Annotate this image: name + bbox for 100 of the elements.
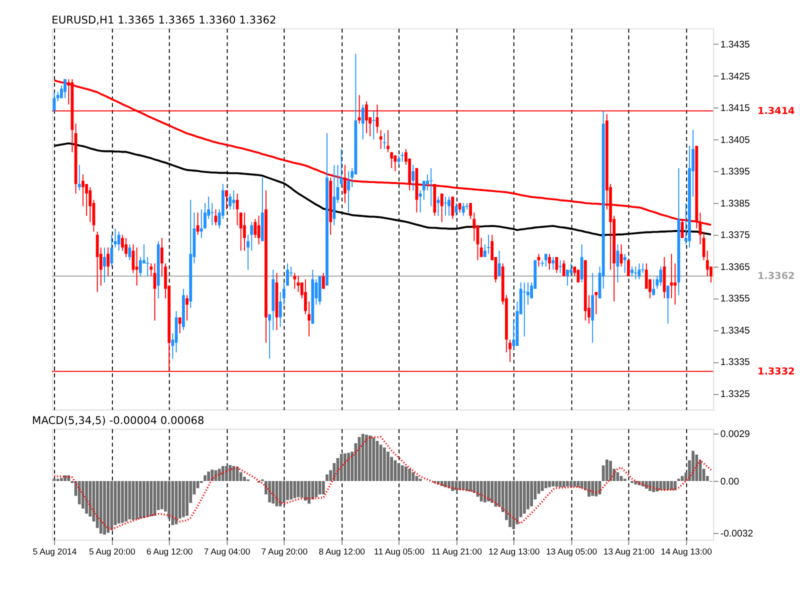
candlestick xyxy=(451,196,454,220)
bar xyxy=(60,478,63,482)
bar xyxy=(644,481,648,489)
candlestick xyxy=(228,193,232,210)
bar xyxy=(552,481,555,486)
x-tick-label: 11 Aug 21:00 xyxy=(431,546,482,557)
bar xyxy=(286,481,289,500)
candlestick xyxy=(293,272,296,290)
bar xyxy=(623,478,626,482)
candlestick xyxy=(250,222,254,252)
bar xyxy=(204,475,206,482)
bar xyxy=(99,481,102,534)
bar xyxy=(344,453,346,482)
candlestick xyxy=(106,247,110,277)
candlestick xyxy=(555,256,558,274)
bar xyxy=(400,465,404,482)
bar xyxy=(386,452,390,482)
candlestick xyxy=(440,193,444,223)
y-tick-label: -0.0032 xyxy=(720,528,754,540)
y-tick-label: 1.3335 xyxy=(720,357,750,368)
bar xyxy=(308,481,311,504)
bar xyxy=(268,481,272,502)
bar xyxy=(186,481,188,516)
bar xyxy=(616,472,620,482)
candlestick xyxy=(548,253,551,270)
bar xyxy=(207,472,210,482)
bar xyxy=(692,450,694,482)
bar xyxy=(278,481,282,506)
candlestick xyxy=(178,316,182,334)
candlestick xyxy=(200,208,203,238)
candlestick xyxy=(135,247,138,286)
bar xyxy=(121,481,124,523)
candlestick xyxy=(644,262,648,290)
bar xyxy=(508,481,512,528)
candlestick xyxy=(88,186,92,223)
candlestick xyxy=(243,212,246,252)
bar xyxy=(117,481,120,524)
bar xyxy=(483,481,486,502)
candlestick xyxy=(652,278,656,296)
bar xyxy=(666,481,670,490)
x-tick-label: 13 Aug 05:00 xyxy=(546,546,598,557)
candlestick xyxy=(630,266,634,277)
candlestick xyxy=(666,285,670,324)
candlestick xyxy=(522,282,526,337)
candlestick xyxy=(117,231,120,252)
bar xyxy=(135,481,138,520)
bar xyxy=(408,468,411,482)
y-tick-label: 1.3415 xyxy=(720,103,750,114)
candlestick xyxy=(110,234,114,268)
bar xyxy=(142,481,146,518)
candlestick xyxy=(210,202,214,226)
bar xyxy=(522,481,526,514)
bar xyxy=(451,481,454,491)
bar xyxy=(652,481,656,492)
bar xyxy=(322,481,325,494)
bar xyxy=(103,481,106,535)
bar xyxy=(110,481,114,530)
candlestick xyxy=(562,260,566,277)
bar xyxy=(609,460,612,482)
x-tick-label: 7 Aug 04:00 xyxy=(204,546,250,557)
candlestick xyxy=(386,129,390,153)
bar xyxy=(347,452,350,482)
candlestick xyxy=(486,234,490,254)
ref-line-label: 1.3332 xyxy=(758,366,795,378)
bar xyxy=(361,434,364,482)
bar xyxy=(634,481,638,484)
bar xyxy=(548,481,551,488)
bar xyxy=(695,454,698,482)
bar xyxy=(544,481,548,488)
bar xyxy=(448,481,450,488)
candlestick xyxy=(634,266,638,280)
candlestick xyxy=(674,262,677,306)
y-tick-label: 1.3355 xyxy=(720,294,750,305)
candlestick xyxy=(400,152,404,162)
candlestick xyxy=(128,244,132,261)
bar xyxy=(210,470,214,482)
x-tick-label: 11 Aug 05:00 xyxy=(374,546,425,557)
x-tick-label: 12 Aug 13:00 xyxy=(488,546,540,557)
bar xyxy=(494,481,498,507)
candlestick xyxy=(150,262,153,277)
bar xyxy=(304,481,307,501)
bar xyxy=(326,474,328,482)
bar xyxy=(171,481,174,526)
bar xyxy=(472,481,476,493)
bar xyxy=(570,481,572,487)
bar xyxy=(562,481,566,488)
y-tick-label: 1.3325 xyxy=(720,389,750,400)
candlestick xyxy=(225,190,228,210)
candlestick xyxy=(379,129,382,150)
candlestick xyxy=(623,253,626,274)
candlestick xyxy=(332,164,336,226)
bar xyxy=(662,481,666,490)
y-tick-label: 0.00 xyxy=(720,476,740,488)
candlestick xyxy=(544,253,548,268)
candlestick xyxy=(56,91,60,102)
bar xyxy=(656,481,659,492)
bar xyxy=(282,481,286,503)
bar xyxy=(372,437,376,482)
bar xyxy=(573,481,576,487)
candlestick xyxy=(322,272,325,290)
